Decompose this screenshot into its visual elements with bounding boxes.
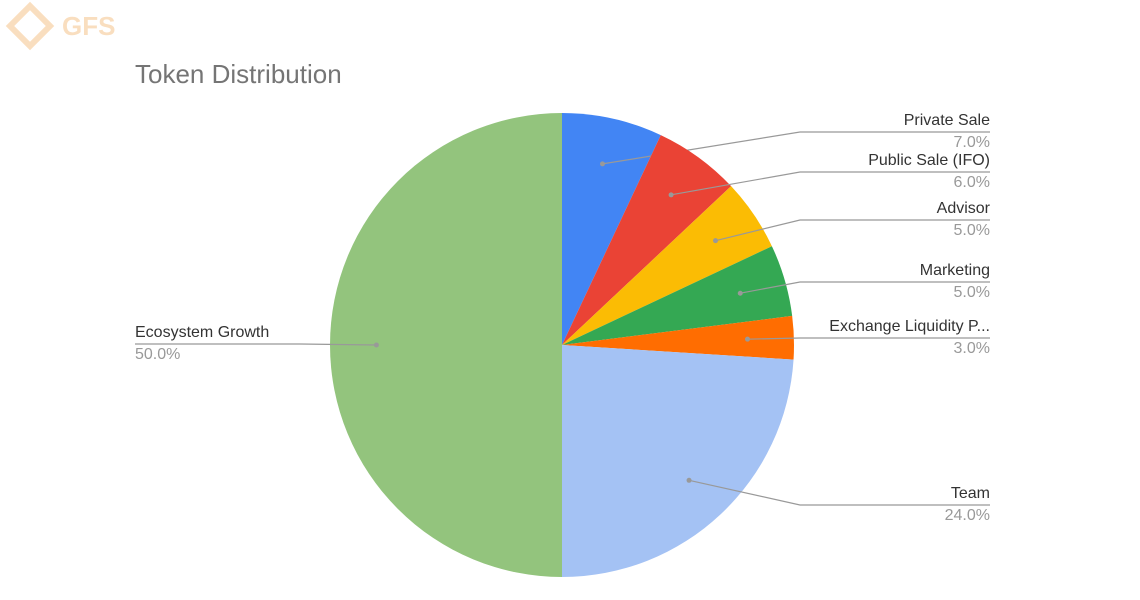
logo-text: GFS [62,11,115,41]
leader-line [135,343,377,346]
pie-slice [562,186,772,345]
pie-slice [562,345,794,577]
leader-dot [668,192,674,198]
leader-dot [745,336,751,342]
pie-slice [562,113,661,345]
slice-value-label: 3.0% [954,340,990,357]
slice-label: Marketing [920,262,990,279]
pie-slice [562,135,732,345]
leader-dot [737,290,743,296]
pie-slice [562,315,794,360]
pie-slice [330,113,562,577]
slice-label: Ecosystem Growth [135,324,269,341]
slice-label: Team [951,485,990,502]
slice-label: Private Sale [904,112,990,129]
leader-dot [599,161,605,167]
slice-value-label: 5.0% [954,284,990,301]
slice-value-label: 5.0% [954,222,990,239]
leader-line [747,337,990,340]
slice-label: Exchange Liquidity P... [829,318,990,335]
leader-line [688,479,990,506]
pie-slice [562,246,793,345]
leader-line [715,219,990,242]
slice-value-label: 50.0% [135,346,180,363]
leader-dot [373,342,379,348]
logo-icon [5,1,55,51]
slice-value-label: 6.0% [954,174,990,191]
slice-label: Public Sale (IFO) [868,152,990,169]
leader-line [670,171,990,196]
slice-value-label: 7.0% [954,134,990,151]
leader-dot [686,477,692,483]
logo: GFS [5,1,115,51]
leader-line [740,281,990,294]
slice-value-label: 24.0% [945,507,990,524]
slice-label: Advisor [937,200,991,217]
leader-dot [713,238,719,244]
chart-title: Token Distribution [135,59,342,89]
